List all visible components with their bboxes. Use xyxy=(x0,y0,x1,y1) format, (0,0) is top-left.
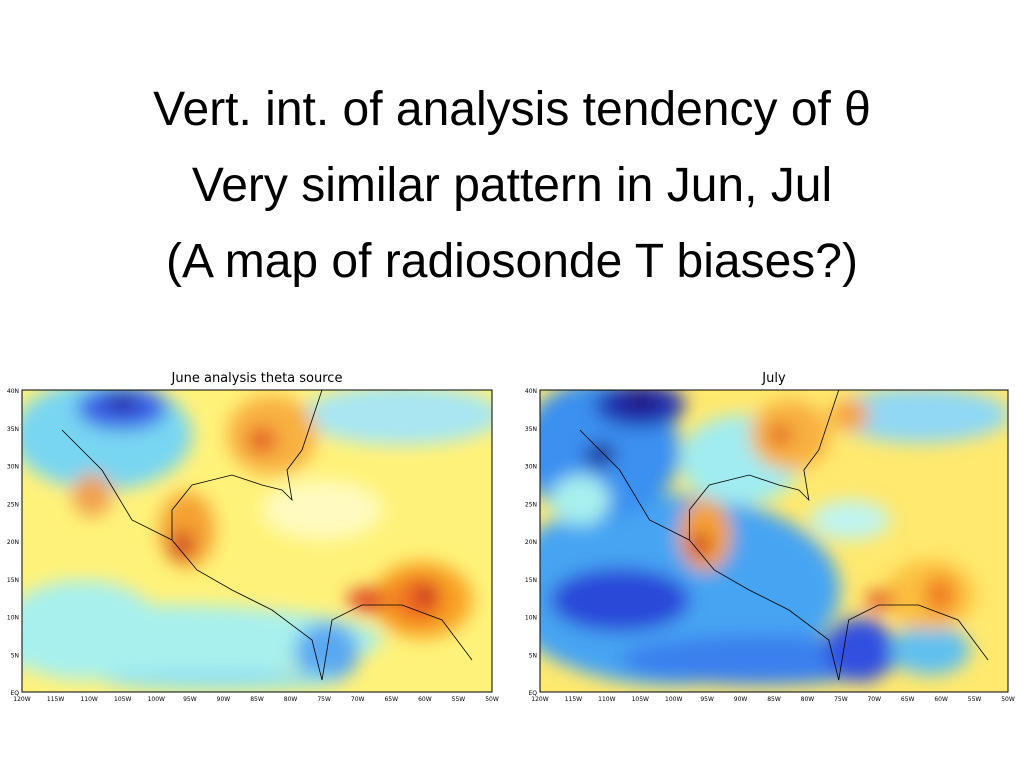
y-tick-label: 20N xyxy=(525,539,537,546)
field-blob xyxy=(768,425,792,445)
y-tick-label: 5N xyxy=(529,652,537,659)
coastline xyxy=(579,429,989,681)
x-tick-label: 110W xyxy=(598,696,615,703)
x-tick-label: 75W xyxy=(834,696,848,703)
y-tick-label: 35N xyxy=(525,426,537,433)
map-frame xyxy=(21,389,493,693)
field-blob xyxy=(830,400,870,430)
field-blob xyxy=(550,568,690,632)
y-tick-label: 10N xyxy=(7,615,19,622)
coastline xyxy=(171,390,323,540)
x-tick-label: 100W xyxy=(148,696,165,703)
field-blob xyxy=(825,618,895,682)
x-tick-label: 110W xyxy=(80,696,97,703)
x-tick-label: 105W xyxy=(632,696,649,703)
y-tick-label: 25N xyxy=(7,501,19,508)
x-tick-label: 115W xyxy=(565,696,582,703)
title-line: (A map of radiosonde T biases?) xyxy=(166,235,858,288)
field-blob xyxy=(830,390,1008,443)
field-blob xyxy=(890,625,970,675)
y-tick-label: EQ xyxy=(10,690,19,697)
x-tick-label: 60W xyxy=(418,696,432,703)
map-panel xyxy=(22,390,492,692)
y-tick-label: 10N xyxy=(525,615,537,622)
map-title: July xyxy=(761,371,786,386)
y-tick-label: EQ xyxy=(528,690,537,697)
x-tick-label: 65W xyxy=(384,696,398,703)
x-tick-label: 50W xyxy=(1001,696,1015,703)
coastline xyxy=(688,390,840,540)
map-field xyxy=(540,390,1008,685)
x-tick-label: 100W xyxy=(665,696,682,703)
x-tick-label: 55W xyxy=(452,696,466,703)
x-tick-label: 65W xyxy=(901,696,915,703)
x-tick-label: 90W xyxy=(734,696,748,703)
x-tick-label: 75W xyxy=(317,696,331,703)
x-tick-label: 105W xyxy=(114,696,131,703)
field-blob xyxy=(106,394,138,410)
field-blob xyxy=(622,394,658,410)
map-title: June analysis theta source xyxy=(171,371,343,386)
field-blob xyxy=(262,480,382,540)
field-blob xyxy=(302,390,492,445)
y-tick-label: 20N xyxy=(7,539,19,546)
field-blob xyxy=(585,443,615,467)
field-blob xyxy=(22,580,162,680)
field-blob xyxy=(417,581,437,609)
coastline xyxy=(61,429,473,681)
x-tick-label: 80W xyxy=(284,696,298,703)
field-blob xyxy=(866,590,894,610)
x-tick-label: 85W xyxy=(250,696,264,703)
map-frame xyxy=(539,389,1009,693)
y-tick-label: 15N xyxy=(7,577,19,584)
y-tick-label: 30N xyxy=(7,464,19,471)
y-tick-label: 25N xyxy=(525,501,537,508)
x-tick-label: 70W xyxy=(867,696,881,703)
field-blob xyxy=(171,532,193,558)
x-tick-label: 95W xyxy=(183,696,197,703)
field-blob xyxy=(347,588,387,612)
field-blob xyxy=(102,670,342,690)
field-blob xyxy=(924,575,956,615)
map-panel xyxy=(540,390,1008,692)
field-blob xyxy=(248,428,276,452)
x-tick-label: 85W xyxy=(767,696,781,703)
field-blob xyxy=(159,492,215,568)
x-tick-label: 90W xyxy=(217,696,231,703)
x-tick-label: 115W xyxy=(47,696,64,703)
y-tick-label: 15N xyxy=(525,577,537,584)
y-tick-label: 40N xyxy=(525,388,537,395)
field-blob xyxy=(690,533,710,557)
y-tick-label: 30N xyxy=(525,464,537,471)
x-tick-label: 55W xyxy=(968,696,982,703)
x-tick-label: 80W xyxy=(801,696,815,703)
field-blob xyxy=(810,500,890,540)
field-blob xyxy=(72,473,112,517)
field-blob xyxy=(550,475,610,525)
x-tick-label: 120W xyxy=(13,696,30,703)
x-tick-label: 50W xyxy=(485,696,499,703)
title-line: Vert. int. of analysis tendency of θ xyxy=(153,83,871,136)
y-tick-label: 40N xyxy=(7,388,19,395)
x-tick-label: 120W xyxy=(531,696,548,703)
x-tick-label: 70W xyxy=(351,696,365,703)
y-tick-label: 5N xyxy=(11,652,19,659)
x-tick-label: 60W xyxy=(934,696,948,703)
title-line: Very similar pattern in Jun, Jul xyxy=(191,159,833,212)
x-tick-label: 95W xyxy=(700,696,714,703)
y-tick-label: 35N xyxy=(7,426,19,433)
